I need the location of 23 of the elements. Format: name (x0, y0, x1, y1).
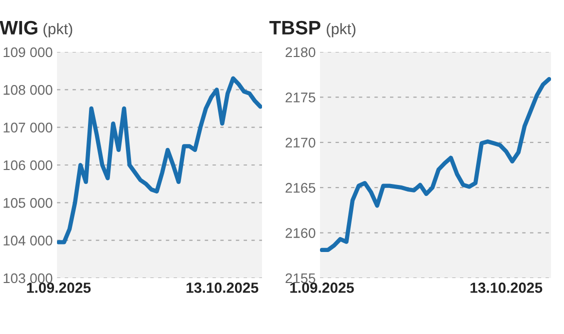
y-tick-label: 103 000 (4, 273, 52, 284)
chart-subtitle: (pkt) (326, 23, 356, 38)
chart-subtitle: (pkt) (44, 23, 72, 38)
y-tick-label: 2170 (286, 138, 316, 148)
y-tick-label: 2160 (286, 228, 316, 238)
y-tick-label: 2155 (286, 273, 316, 284)
y-tick-label: 109 000 (4, 47, 52, 58)
y-tick-label: 107 000 (4, 122, 52, 133)
y-tick-label: 104 000 (4, 236, 52, 246)
x-tick-label: 1.09.2025 (27, 282, 91, 293)
y-tick-label: 106 000 (4, 160, 52, 170)
y-tick-label: 2180 (286, 47, 316, 58)
line-series (320, 77, 551, 252)
y-tick-label: 105 000 (4, 198, 52, 208)
x-tick-label: 13.10.2025 (186, 282, 258, 293)
chart-title: TBSP (269, 20, 320, 35)
y-tick-label: 2175 (286, 92, 316, 102)
chart-title: WIG (0, 20, 38, 35)
x-tick-label: 1.09.2025 (290, 282, 354, 293)
y-tick-label: 108 000 (4, 85, 52, 95)
line-series (57, 76, 262, 244)
y-tick-label: 2165 (286, 182, 316, 193)
x-tick-label: 13.10.2025 (470, 282, 542, 293)
